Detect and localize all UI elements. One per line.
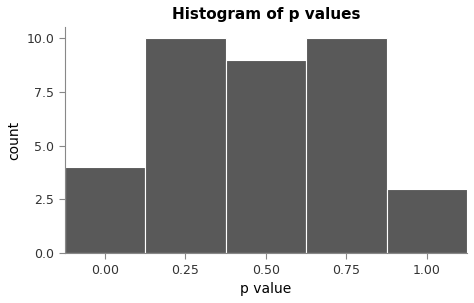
- X-axis label: p value: p value: [240, 282, 292, 296]
- Y-axis label: count: count: [7, 121, 21, 160]
- Bar: [145, 38, 226, 253]
- Bar: [65, 167, 145, 253]
- Bar: [226, 59, 306, 253]
- Bar: [387, 188, 467, 253]
- Title: Histogram of p values: Histogram of p values: [172, 7, 360, 22]
- Bar: [306, 38, 387, 253]
